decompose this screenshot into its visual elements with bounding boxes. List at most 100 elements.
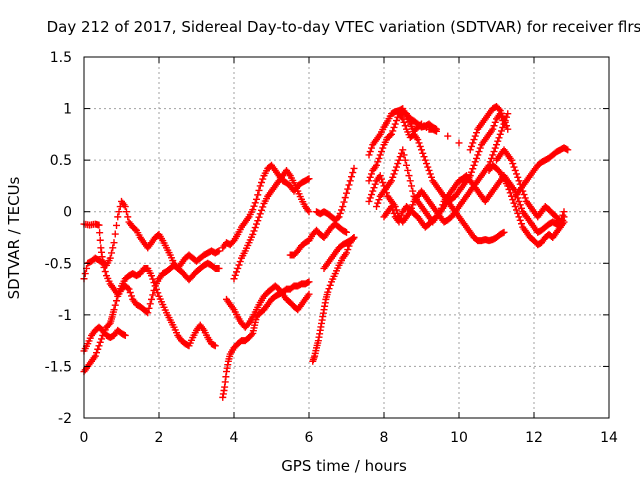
y-axis-title: SDTVAR / TECUs: [5, 176, 23, 299]
data-point: [378, 148, 385, 156]
data-point: [365, 177, 373, 185]
data-point: [305, 278, 313, 286]
data-point: [336, 209, 344, 217]
data-point: [334, 214, 342, 222]
data-point: [564, 146, 572, 154]
data-point: [415, 139, 423, 147]
data-point: [366, 173, 374, 181]
data-point: [145, 304, 153, 312]
data-point: [398, 211, 405, 219]
data-point: [418, 146, 425, 154]
data-point: [211, 342, 219, 350]
data-point: [249, 206, 257, 214]
data-point: [559, 216, 567, 224]
data-point: [350, 164, 358, 172]
data-point: [401, 156, 409, 164]
data-point: [505, 185, 513, 193]
y-tick-label: 0.5: [50, 153, 72, 169]
data-point: [515, 197, 523, 205]
data-point: [558, 220, 565, 228]
data-point: [236, 258, 244, 266]
series-track-20: [511, 144, 572, 200]
data-point: [150, 286, 158, 294]
data-point: [248, 331, 255, 339]
data-point: [401, 122, 409, 130]
data-point: [500, 115, 508, 123]
data-points: [80, 103, 572, 401]
data-point: [233, 268, 240, 276]
series-track-19: [485, 161, 568, 249]
data-point: [115, 208, 123, 216]
data-point: [390, 209, 398, 217]
data-point: [95, 342, 103, 350]
data-point: [421, 156, 429, 164]
data-point: [400, 118, 408, 126]
y-tick-label: 0: [63, 205, 72, 221]
data-point: [234, 264, 242, 272]
x-tick-label: 0: [80, 430, 89, 446]
data-point: [510, 163, 518, 171]
data-point: [390, 123, 398, 131]
data-point: [344, 246, 352, 254]
data-point: [393, 117, 400, 125]
axis-ticks: [83, 56, 610, 419]
data-point: [389, 206, 397, 214]
data-point: [99, 259, 107, 267]
data-point: [121, 331, 129, 339]
data-point: [256, 210, 264, 218]
data-point: [473, 129, 480, 137]
data-point: [518, 220, 525, 228]
data-point: [391, 166, 399, 174]
data-point: [498, 127, 505, 135]
x-tick-label: 4: [230, 430, 239, 446]
data-point: [420, 153, 428, 161]
data-point: [96, 229, 104, 237]
series-track-4: [80, 323, 129, 355]
data-point: [124, 213, 132, 221]
data-point: [324, 288, 332, 296]
data-point: [378, 175, 385, 183]
data-point: [350, 234, 358, 241]
data-point: [515, 213, 523, 221]
y-tick-label: 1.5: [50, 50, 72, 66]
data-point: [496, 130, 504, 138]
data-point: [468, 168, 475, 176]
data-point: [489, 151, 497, 159]
data-point: [501, 118, 509, 126]
data-point: [475, 148, 483, 156]
data-point: [388, 177, 395, 185]
data-point: [391, 120, 399, 128]
x-tick-label: 2: [155, 430, 164, 446]
data-point: [231, 271, 239, 279]
data-point: [506, 189, 514, 197]
data-point: [124, 284, 132, 292]
data-point: [516, 201, 524, 209]
data-point: [511, 203, 519, 211]
data-point: [366, 194, 374, 202]
data-point: [345, 181, 353, 189]
data-point: [259, 175, 267, 183]
data-point: [396, 153, 404, 161]
data-point: [408, 182, 415, 190]
data-point: [100, 263, 108, 271]
data-point: [468, 142, 475, 150]
data-point: [94, 345, 102, 353]
data-point: [368, 191, 375, 199]
y-tick-label: 1: [63, 102, 72, 118]
series-track-9: [286, 220, 350, 259]
data-point: [255, 186, 263, 194]
data-point: [110, 306, 118, 314]
data-point: [499, 123, 507, 131]
data-point: [144, 309, 152, 317]
data-point: [343, 228, 350, 236]
series-track-1: [80, 197, 223, 272]
data-point: [125, 285, 133, 293]
data-point: [81, 270, 89, 278]
data-point: [258, 206, 265, 214]
data-point: [399, 115, 407, 123]
series-track-5: [219, 278, 313, 401]
data-point: [255, 213, 263, 221]
data-point: [374, 199, 382, 207]
data-point: [254, 217, 262, 225]
data-point: [393, 163, 400, 171]
